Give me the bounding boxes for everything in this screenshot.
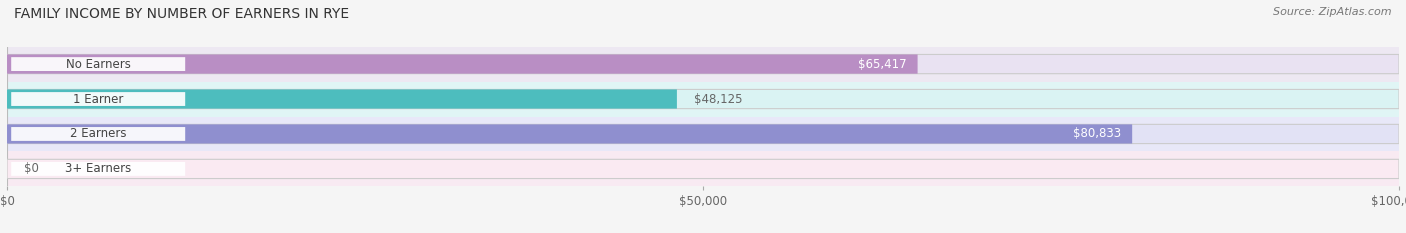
FancyBboxPatch shape xyxy=(7,159,1399,178)
Text: $65,417: $65,417 xyxy=(858,58,907,71)
Text: No Earners: No Earners xyxy=(66,58,131,71)
Bar xyxy=(7,151,1399,186)
Text: $0: $0 xyxy=(24,162,38,175)
FancyBboxPatch shape xyxy=(7,124,1132,144)
FancyBboxPatch shape xyxy=(11,57,186,71)
Text: FAMILY INCOME BY NUMBER OF EARNERS IN RYE: FAMILY INCOME BY NUMBER OF EARNERS IN RY… xyxy=(14,7,349,21)
Text: 2 Earners: 2 Earners xyxy=(70,127,127,140)
Bar xyxy=(7,116,1399,151)
Text: $80,833: $80,833 xyxy=(1073,127,1121,140)
FancyBboxPatch shape xyxy=(7,55,918,74)
Bar xyxy=(7,47,1399,82)
Text: $48,125: $48,125 xyxy=(693,93,742,106)
FancyBboxPatch shape xyxy=(7,89,1399,109)
Text: Source: ZipAtlas.com: Source: ZipAtlas.com xyxy=(1274,7,1392,17)
FancyBboxPatch shape xyxy=(11,162,186,176)
FancyBboxPatch shape xyxy=(11,127,186,141)
FancyBboxPatch shape xyxy=(7,55,1399,74)
FancyBboxPatch shape xyxy=(7,124,1399,144)
Text: 1 Earner: 1 Earner xyxy=(73,93,124,106)
FancyBboxPatch shape xyxy=(7,89,676,109)
Bar xyxy=(7,82,1399,116)
FancyBboxPatch shape xyxy=(11,92,186,106)
Text: 3+ Earners: 3+ Earners xyxy=(65,162,131,175)
